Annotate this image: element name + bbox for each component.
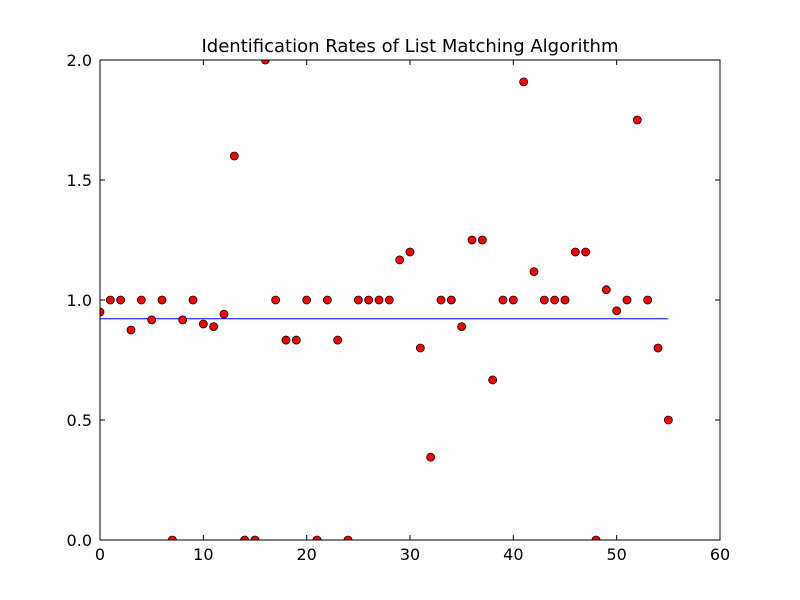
data-point: [260, 60, 270, 65]
data-point: [560, 295, 570, 305]
data-point: [426, 452, 436, 462]
data-point: [198, 319, 208, 329]
data-point: [188, 295, 198, 305]
data-point: [322, 295, 332, 305]
y-tick-label: 2.0: [67, 51, 92, 70]
data-point: [519, 77, 529, 87]
x-tick-label: 60: [710, 545, 730, 564]
data-point: [157, 295, 167, 305]
x-tick-label: 10: [193, 545, 213, 564]
data-point: [395, 255, 405, 265]
data-point: [488, 375, 498, 385]
data-point: [467, 235, 477, 245]
x-tick-label: 20: [296, 545, 316, 564]
data-point: [250, 535, 260, 540]
data-point: [353, 295, 363, 305]
data-point: [374, 295, 384, 305]
data-point: [167, 535, 177, 540]
data-point: [612, 306, 622, 316]
data-point: [457, 322, 467, 332]
y-tick-label: 0.0: [67, 531, 92, 550]
data-point: [663, 415, 673, 425]
y-tick-label: 0.5: [67, 411, 92, 430]
data-point: [529, 267, 539, 277]
data-point: [384, 295, 394, 305]
x-tick-label: 40: [503, 545, 523, 564]
data-point: [498, 295, 508, 305]
data-point: [653, 343, 663, 353]
x-tick-label: 50: [606, 545, 626, 564]
chart-title: Identification Rates of List Matching Al…: [201, 36, 618, 57]
data-point: [508, 295, 518, 305]
data-point: [136, 295, 146, 305]
x-tick-label: 0: [95, 545, 105, 564]
data-point: [601, 285, 611, 295]
data-point: [436, 295, 446, 305]
data-point: [364, 295, 374, 305]
data-point: [477, 235, 487, 245]
data-point: [632, 115, 642, 125]
data-point: [333, 335, 343, 345]
data-point: [116, 295, 126, 305]
data-point: [643, 295, 653, 305]
data-point: [302, 295, 312, 305]
data-point: [570, 247, 580, 257]
data-point: [446, 295, 456, 305]
data-point: [209, 322, 219, 332]
data-point: [622, 295, 632, 305]
data-point: [281, 335, 291, 345]
data-point: [147, 315, 157, 325]
data-point: [539, 295, 549, 305]
data-point: [178, 315, 188, 325]
y-tick-label: 1.0: [67, 291, 92, 310]
data-point: [343, 535, 353, 540]
data-point: [312, 535, 322, 540]
data-point: [271, 295, 281, 305]
data-point: [291, 335, 301, 345]
data-point: [105, 295, 115, 305]
data-point: [405, 247, 415, 257]
data-point: [229, 151, 239, 161]
data-point: [581, 247, 591, 257]
x-tick-label: 30: [400, 545, 420, 564]
data-point: [240, 535, 250, 540]
data-point: [550, 295, 560, 305]
y-tick-label: 1.5: [67, 171, 92, 190]
data-point: [100, 307, 105, 317]
data-point: [415, 343, 425, 353]
data-point: [591, 535, 601, 540]
data-point: [126, 325, 136, 335]
data-point: [219, 309, 229, 319]
